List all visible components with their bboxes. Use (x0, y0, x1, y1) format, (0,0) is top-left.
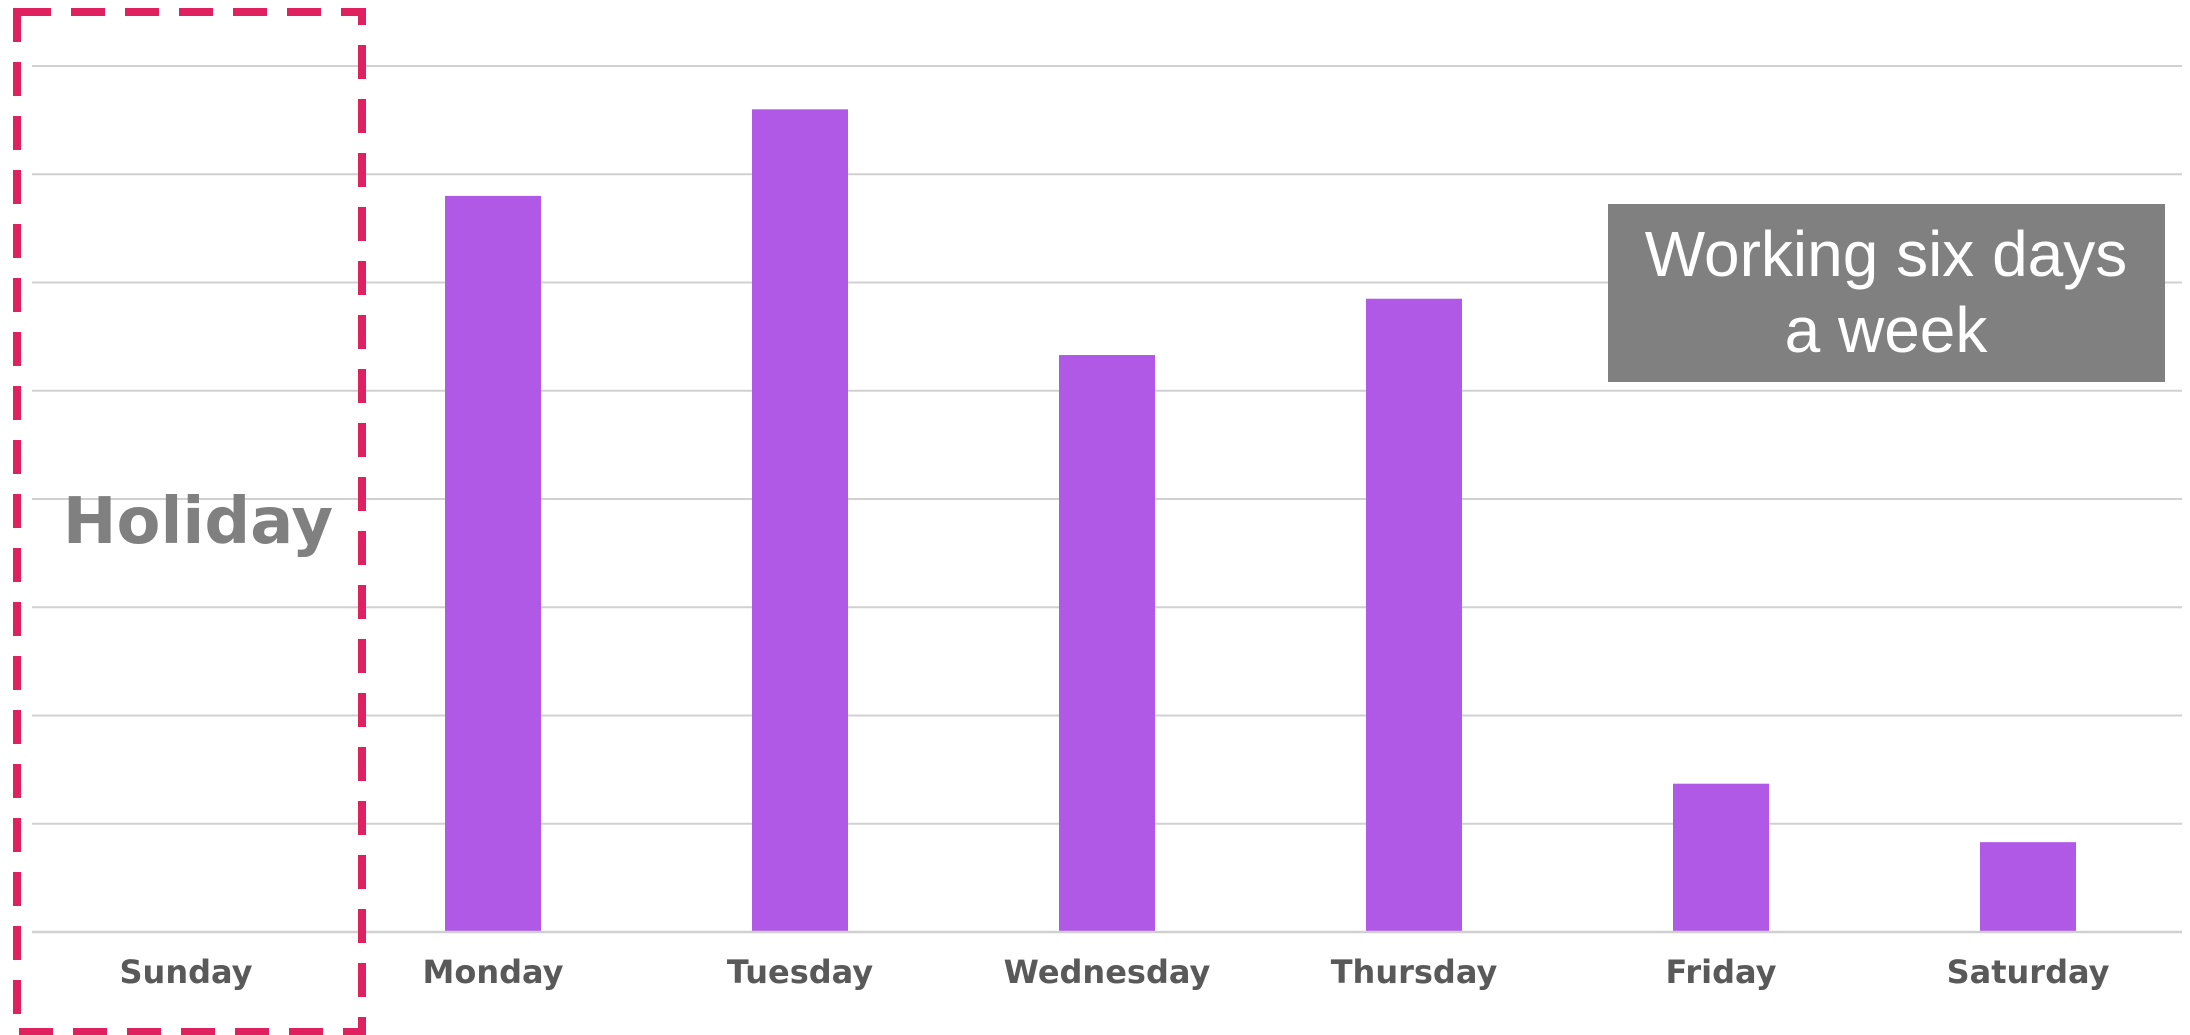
category-label-saturday: Saturday (1947, 953, 2110, 991)
bar-tuesday (752, 109, 848, 933)
note-line-1: Working six days (1645, 218, 2128, 290)
category-labels: Sunday Monday Tuesday Wednesday Thursday Frid… (120, 953, 2110, 991)
category-label-wednesday: Wednesday (1004, 953, 1211, 991)
category-label-monday: Monday (423, 953, 564, 991)
note-callout: Working six days a week (1608, 204, 2165, 382)
note-line-2: a week (1785, 294, 1989, 366)
bars (445, 109, 2076, 933)
holiday-highlight-frame (13, 8, 366, 1035)
bar-saturday (1980, 842, 2076, 932)
bar-monday (445, 195, 541, 932)
bar-thursday (1366, 298, 1462, 932)
holiday-label: Holiday (63, 485, 333, 559)
category-label-sunday: Sunday (120, 953, 253, 991)
bar-friday (1673, 783, 1769, 932)
note-box (1608, 204, 2165, 382)
category-label-tuesday: Tuesday (727, 953, 873, 991)
category-label-friday: Friday (1666, 953, 1777, 991)
bar-wednesday (1059, 355, 1155, 933)
category-label-thursday: Thursday (1331, 953, 1498, 991)
